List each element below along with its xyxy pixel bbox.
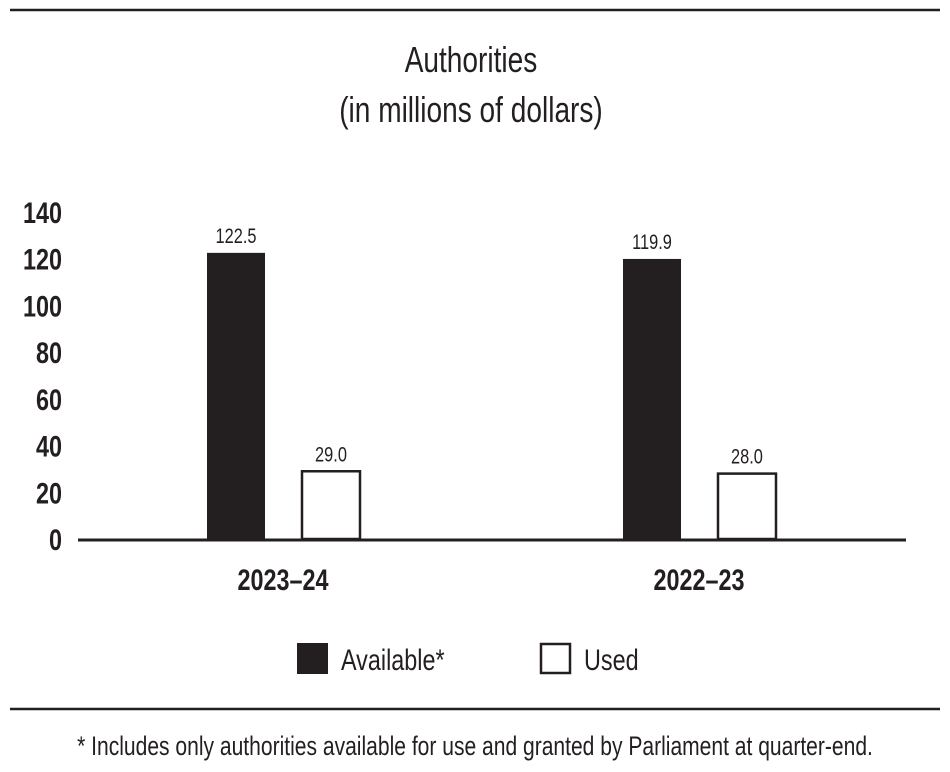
- chart-title: Authorities: [405, 40, 538, 80]
- y-tick-label: 0: [49, 523, 62, 556]
- bar-available: [623, 258, 681, 539]
- y-tick-label: 80: [36, 336, 62, 369]
- bars: 122.5 119.9 29.0 28.0: [207, 224, 778, 541]
- y-tick-label: 20: [36, 477, 62, 510]
- bar-used: [716, 472, 778, 541]
- bar-available: [207, 252, 265, 539]
- data-label: 119.9: [632, 230, 672, 253]
- data-label: 29.0: [315, 442, 347, 465]
- legend-label-used: Used: [584, 643, 639, 676]
- y-axis-ticks: 0 20 40 60 80 100 120 140: [23, 196, 62, 556]
- y-tick-label: 120: [23, 243, 62, 276]
- chart-subtitle: (in millions of dollars): [339, 90, 603, 130]
- data-label: 122.5: [216, 224, 257, 247]
- legend-label-available: Available*: [341, 643, 445, 676]
- footnote: * Includes only authorities available fo…: [77, 732, 873, 762]
- legend-swatch-used: [539, 642, 572, 675]
- y-tick-label: 140: [23, 196, 62, 229]
- y-tick-label: 60: [36, 383, 62, 416]
- y-tick-label: 40: [36, 430, 62, 463]
- legend-swatch-available: [297, 643, 328, 674]
- x-tick-label: 2022–23: [653, 563, 744, 596]
- bar-used: [300, 470, 362, 541]
- x-tick-label: 2023–24: [237, 563, 328, 596]
- x-axis-labels: 2023–24 2022–23: [237, 563, 744, 596]
- data-label: 28.0: [731, 445, 763, 468]
- y-tick-label: 100: [23, 290, 62, 323]
- legend: Available* Used: [297, 642, 639, 677]
